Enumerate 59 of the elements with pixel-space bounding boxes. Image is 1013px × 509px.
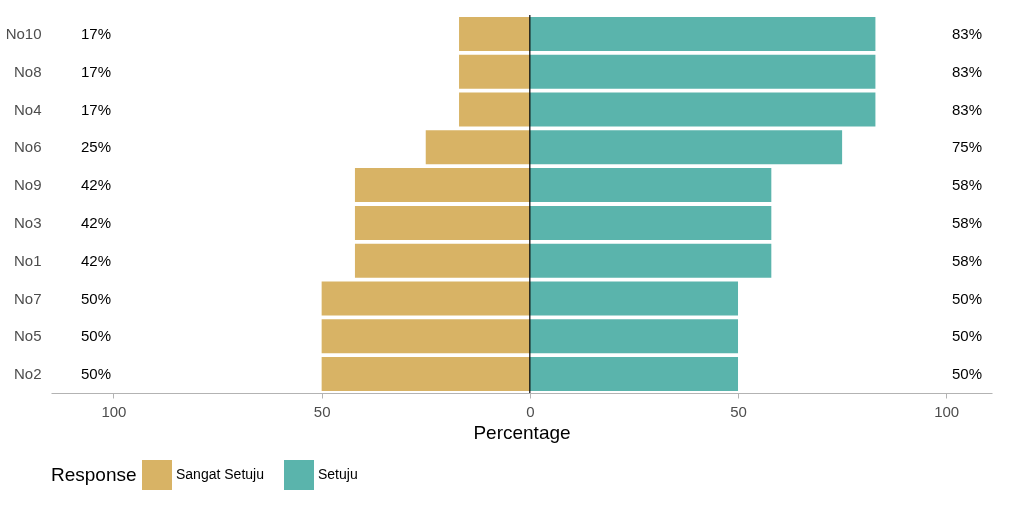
legend-label: Setuju bbox=[318, 466, 358, 482]
bar bbox=[321, 357, 530, 392]
annotation: 50% bbox=[80, 365, 112, 383]
bar bbox=[529, 319, 739, 354]
y-tick-label: No3 bbox=[13, 213, 42, 231]
annotation: 50% bbox=[80, 289, 112, 307]
bar bbox=[321, 281, 530, 316]
annotation: 42% bbox=[80, 251, 112, 269]
legend-label: Sangat Setuju bbox=[176, 466, 264, 482]
annotation: 42% bbox=[80, 213, 112, 231]
bar bbox=[354, 168, 530, 203]
x-tick-label: 50 bbox=[730, 402, 747, 420]
x-tick-label: 100 bbox=[101, 402, 127, 420]
annotation: 17% bbox=[80, 24, 112, 42]
x-tick-label: 100 bbox=[934, 402, 960, 420]
x-axis-title: Percentage bbox=[473, 421, 571, 443]
y-tick-label: No8 bbox=[13, 62, 42, 80]
bar bbox=[529, 243, 772, 278]
y-tick-label: No4 bbox=[13, 100, 42, 118]
bar bbox=[529, 168, 772, 203]
bar bbox=[459, 92, 530, 127]
annotation: 50% bbox=[951, 327, 983, 345]
annotation: 50% bbox=[951, 289, 983, 307]
bar bbox=[459, 16, 530, 51]
x-tick-label: 50 bbox=[313, 402, 331, 420]
y-tick-label: No6 bbox=[13, 138, 42, 156]
annotation: 50% bbox=[80, 327, 112, 345]
y-tick-label: No7 bbox=[13, 289, 42, 307]
annotation: 58% bbox=[951, 251, 983, 269]
bar bbox=[529, 357, 739, 392]
bar bbox=[354, 243, 530, 278]
bar bbox=[529, 130, 843, 165]
bar bbox=[321, 319, 530, 354]
annotation: 17% bbox=[80, 62, 112, 80]
y-tick-label: No2 bbox=[13, 365, 42, 383]
annotation: 17% bbox=[80, 100, 112, 118]
bar bbox=[425, 130, 530, 165]
annotation: 50% bbox=[951, 365, 983, 383]
y-tick-label: No1 bbox=[13, 251, 42, 269]
y-tick-label: No9 bbox=[13, 176, 42, 194]
y-tick-label: No5 bbox=[13, 327, 42, 345]
bar bbox=[459, 54, 530, 89]
annotation: 58% bbox=[951, 176, 983, 194]
bar bbox=[529, 281, 739, 316]
bar bbox=[529, 54, 876, 89]
annotation: 83% bbox=[951, 62, 983, 80]
y-tick-label: No10 bbox=[5, 24, 42, 42]
bar bbox=[529, 205, 772, 240]
bar bbox=[529, 16, 876, 51]
x-tick-label: 0 bbox=[526, 402, 535, 420]
annotation: 83% bbox=[951, 24, 983, 42]
bar bbox=[354, 205, 530, 240]
annotation: 75% bbox=[951, 138, 983, 156]
bar bbox=[529, 92, 876, 127]
annotation: 25% bbox=[80, 138, 112, 156]
legend-title: Response bbox=[51, 464, 137, 485]
annotation: 42% bbox=[80, 176, 112, 194]
annotation: 83% bbox=[951, 100, 983, 118]
annotation: 58% bbox=[951, 213, 983, 231]
